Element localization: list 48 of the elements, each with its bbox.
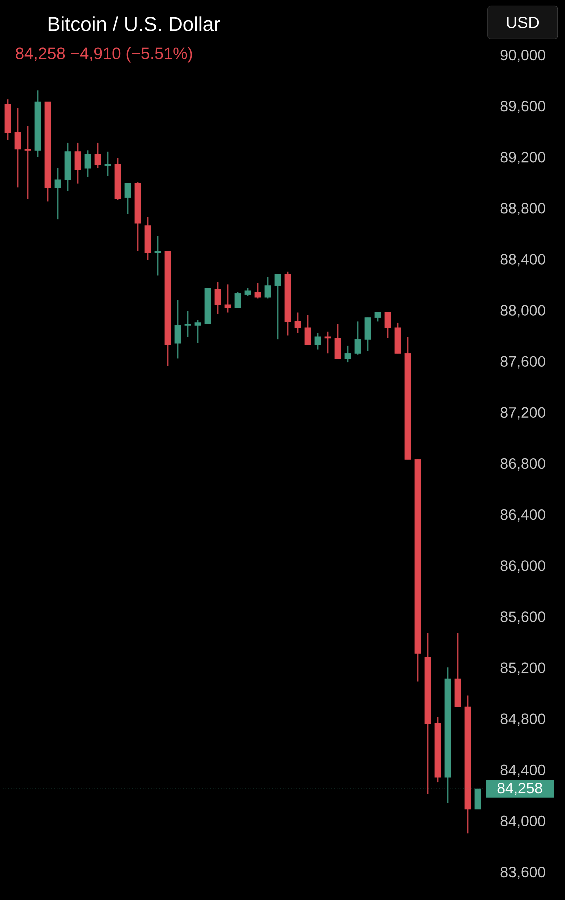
candlestick: [384, 312, 392, 339]
candlestick: [84, 150, 92, 178]
y-tick-label: 87,600: [500, 356, 546, 369]
candlestick: [294, 312, 302, 334]
y-tick-label: 87,200: [500, 407, 546, 420]
y-tick-label: 84,400: [500, 764, 546, 778]
text: 84,258 −4,910 (−5.51%): [16, 47, 192, 63]
candlestick: [154, 236, 162, 276]
candlestick: [264, 276, 272, 300]
y-tick-label: 84,800: [500, 714, 546, 726]
candlestick: [184, 310, 192, 338]
y-tick-label: 90,000: [500, 50, 546, 62]
candlestick: [24, 126, 32, 200]
candlestick: [124, 183, 132, 216]
y-tick-label: 88,400: [500, 254, 546, 267]
candlestick: [304, 314, 312, 346]
candlestick: [274, 274, 282, 340]
candlestick: [344, 345, 352, 364]
candlestick: [364, 317, 372, 352]
text: Bitcoin / U.S. Dollar: [48, 16, 220, 32]
text: USD: [507, 17, 539, 28]
y-tick-label: 86,000: [500, 560, 546, 573]
y-tick-label: 89,600: [500, 101, 546, 114]
candlestick: [314, 332, 322, 350]
y-tick-label: 84,000: [500, 816, 546, 828]
y-tick-label: 89,200: [500, 152, 546, 164]
candlestick: [354, 321, 362, 356]
y-tick-label: 85,200: [500, 662, 546, 676]
y-tick-label: 86,400: [500, 510, 546, 522]
y-tick-label: 88,800: [500, 203, 546, 216]
y-tick-label: 83,600: [500, 866, 546, 880]
candlestick: [74, 142, 82, 184]
candlestick: [254, 282, 262, 300]
y-tick-label: 85,600: [500, 612, 546, 624]
candlestick: [194, 320, 202, 344]
candlestick: [324, 331, 332, 354]
candlestick: [334, 324, 342, 360]
candlestick: [224, 284, 232, 314]
candlestick: [54, 168, 62, 220]
y-tick-label: 88,000: [500, 305, 546, 318]
ref-line-label: 84,258: [498, 782, 542, 796]
candlestick: [94, 142, 102, 170]
candlestick: [104, 151, 112, 177]
y-tick-label: 86,800: [500, 458, 546, 471]
candlestick: [214, 282, 222, 315]
candlestick: [14, 108, 22, 188]
candlestick: [174, 299, 182, 360]
candlestick: [234, 292, 242, 308]
